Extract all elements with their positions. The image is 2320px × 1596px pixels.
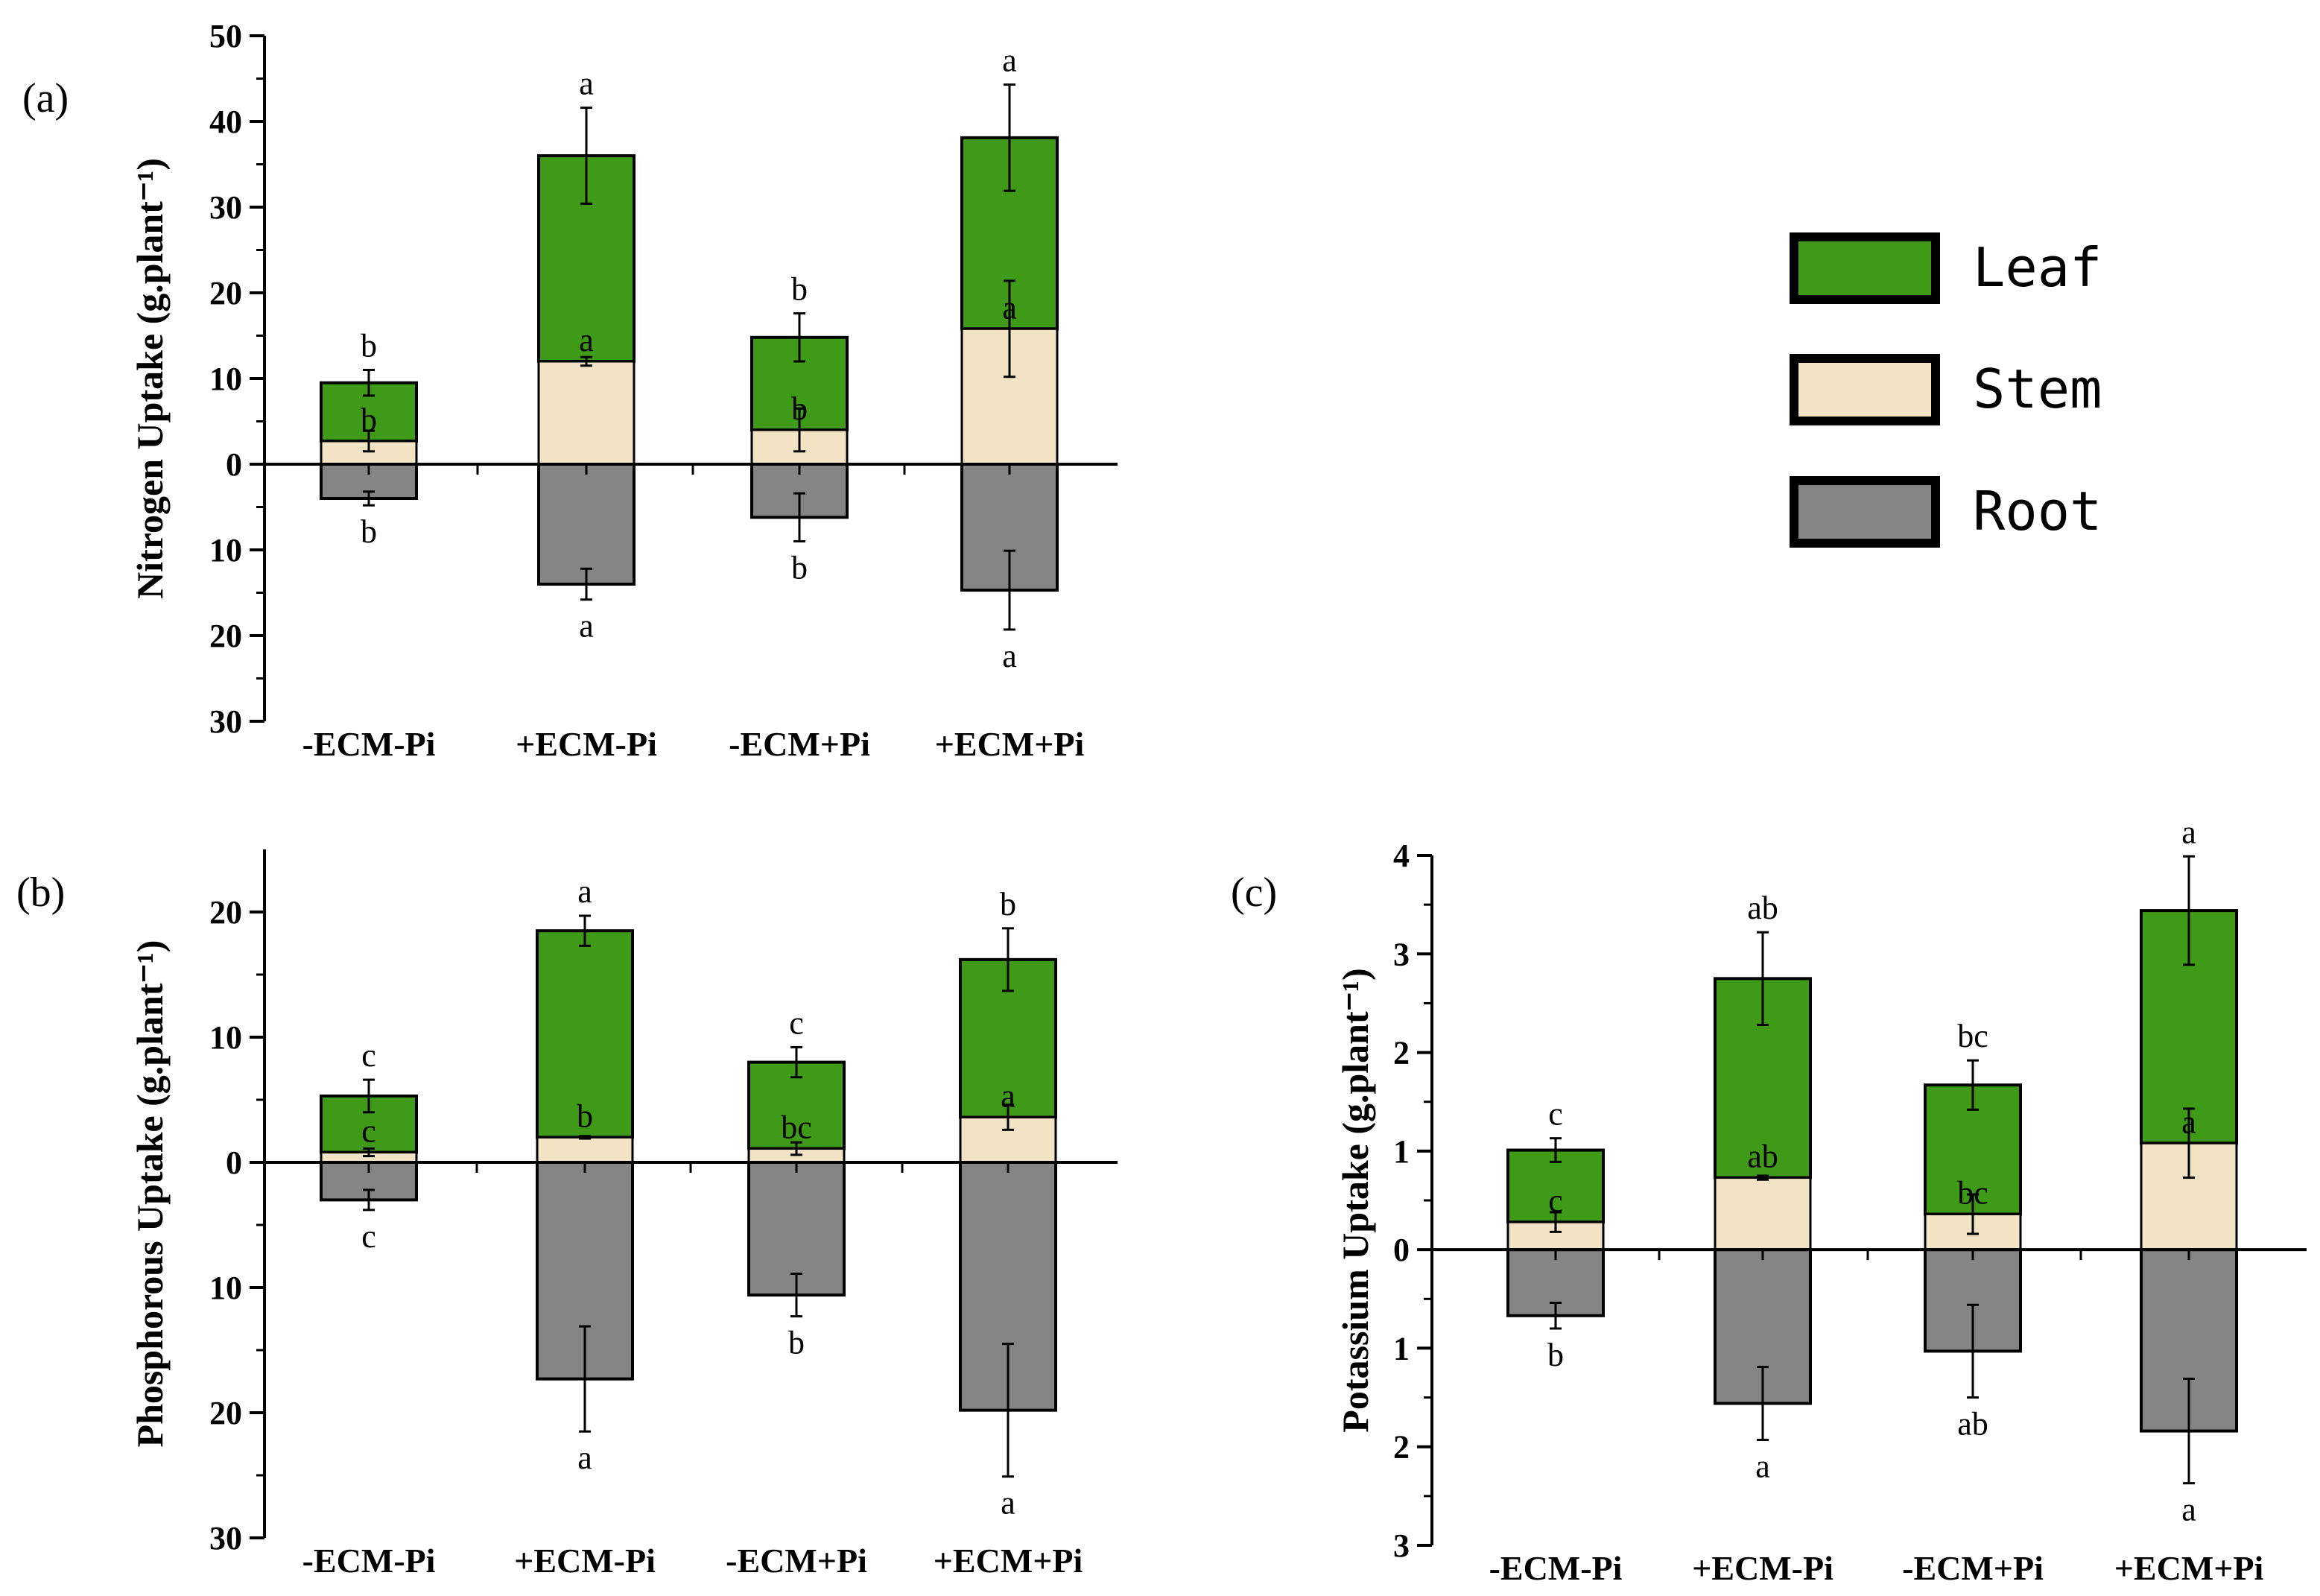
sig-label-leaf: a: [579, 66, 594, 102]
y-tick-label: 0: [1393, 1232, 1410, 1268]
y-tick-label: 3: [1393, 936, 1410, 972]
bar-leaf: [536, 929, 634, 1139]
sig-label-leaf: b: [361, 328, 377, 364]
sig-label-stem: a: [579, 322, 594, 358]
sig-label-leaf: c: [361, 1037, 376, 1074]
sig-label-leaf: a: [577, 873, 592, 910]
bar-root: [537, 463, 636, 586]
y-tick-label: 0: [226, 446, 242, 483]
y-axis-title: Phosphorous Uptake (g.plant⁻¹): [129, 940, 171, 1448]
category-label: -ECM+Pi: [726, 1542, 867, 1580]
sig-label-root: b: [788, 1325, 805, 1361]
category-label: -ECM-Pi: [1489, 1549, 1623, 1587]
legend-swatch-root: [1790, 476, 1940, 548]
sig-label-stem: b: [361, 402, 377, 438]
legend-swatch-leaf: [1790, 232, 1940, 304]
category-label: -ECM-Pi: [302, 725, 436, 763]
category-label: -ECM-Pi: [302, 1542, 436, 1580]
panel-label: (b): [16, 870, 65, 916]
sig-label-stem: c: [361, 1113, 376, 1150]
y-tick-label: 10: [209, 1019, 242, 1056]
sig-label-root: ab: [1957, 1406, 1988, 1443]
sig-label-leaf: b: [791, 271, 808, 308]
y-tick-label: 20: [209, 894, 242, 931]
y-tick-label: 1: [1393, 1133, 1410, 1170]
bar-stem: [536, 1136, 634, 1164]
y-tick-label: 20: [209, 1395, 242, 1431]
sig-label-stem: a: [1002, 289, 1017, 326]
bar-stem: [1714, 1177, 1812, 1251]
sig-label-root: a: [1001, 1485, 1015, 1521]
sig-label-leaf: a: [2181, 814, 2196, 850]
sig-label-root: a: [1002, 638, 1017, 674]
y-tick-label: 4: [1393, 837, 1410, 874]
category-label: +ECM+Pi: [2114, 1549, 2264, 1587]
category-label: +ECM-Pi: [514, 1542, 656, 1580]
sig-label-stem: a: [1001, 1078, 1015, 1115]
sig-label-stem: b: [791, 390, 808, 427]
legend-item-root: Root: [1790, 476, 2102, 548]
sig-label-stem: bc: [1957, 1175, 1988, 1212]
y-tick-label: 2: [1393, 1035, 1410, 1071]
sig-label-root: a: [2181, 1492, 2196, 1528]
chart-panel-1: (a) b b b a a a b b b a a a 30 20 10 0 10 20 30 40 50 -ECM-Pi +…: [22, 18, 1118, 763]
sig-label-leaf: b: [1000, 886, 1016, 922]
y-tick-label: 10: [209, 1270, 242, 1306]
chart-panel-3: (c) c c b ab ab a bc bc ab a a a 3 2 1 0 1 2 3 4 -ECM-Pi +ECM-…: [1231, 814, 2307, 1587]
sig-label-stem: b: [577, 1098, 593, 1134]
legend-label: Root: [1973, 480, 2102, 542]
y-axis-title: Potassium Uptake (g.plant⁻¹): [1334, 968, 1376, 1432]
chart-panel-2: (b) c c c b a a bc c b a b a 30 20 10 0 10 20 -ECM-Pi +ECM-P…: [16, 849, 1118, 1580]
sig-label-root: a: [1755, 1448, 1770, 1484]
legend-swatch-stem: [1790, 354, 1940, 425]
y-tick-label: 1: [1393, 1330, 1410, 1367]
sig-label-root: c: [361, 1218, 376, 1255]
y-tick-label: 3: [1393, 1527, 1410, 1564]
sig-label-leaf: bc: [1957, 1018, 1988, 1054]
y-tick-label: 2: [1393, 1429, 1410, 1466]
category-label: +ECM-Pi: [1692, 1549, 1834, 1587]
category-label: -ECM+Pi: [729, 725, 870, 763]
y-tick-label: 20: [209, 275, 242, 311]
y-tick-label: 10: [209, 532, 242, 569]
sig-label-root: b: [1547, 1337, 1564, 1373]
sig-label-leaf: a: [1002, 42, 1017, 79]
y-tick-label: 30: [209, 1520, 242, 1557]
sig-label-root: b: [361, 513, 377, 550]
sig-label-root: a: [577, 1440, 592, 1476]
panel-label: (a): [22, 75, 69, 121]
legend: Leaf Stem Root: [1790, 232, 2102, 548]
sig-label-leaf: c: [789, 1004, 804, 1041]
category-label: +ECM-Pi: [516, 725, 657, 763]
category-label: +ECM+Pi: [934, 1542, 1083, 1580]
bar-root: [1714, 1248, 1812, 1405]
legend-item-leaf: Leaf: [1790, 232, 2102, 304]
sig-label-stem: bc: [781, 1109, 812, 1146]
y-tick-label: 10: [209, 361, 242, 397]
y-tick-label: 30: [209, 189, 242, 226]
category-label: +ECM+Pi: [935, 725, 1085, 763]
sig-label-leaf: ab: [1747, 890, 1778, 926]
y-axis-title: Nitrogen Uptake (g.plant⁻¹): [129, 158, 171, 599]
sig-label-stem: c: [1548, 1182, 1563, 1219]
category-label: -ECM+Pi: [1902, 1549, 2044, 1587]
sig-label-root: b: [791, 550, 808, 586]
sig-label-stem: ab: [1747, 1139, 1778, 1175]
y-tick-label: 30: [209, 703, 242, 740]
sig-label-stem: a: [2181, 1103, 2196, 1140]
legend-label: Stem: [1973, 358, 2102, 420]
y-tick-label: 40: [209, 104, 242, 140]
y-tick-label: 0: [226, 1144, 242, 1181]
legend-label: Leaf: [1973, 236, 2102, 299]
bar-stem: [537, 360, 636, 466]
bar-leaf: [537, 154, 636, 363]
y-tick-label: 20: [209, 618, 242, 654]
sig-label-root: a: [579, 608, 594, 645]
sig-label-leaf: c: [1548, 1096, 1563, 1133]
panel-label: (c): [1231, 870, 1277, 916]
y-tick-label: 50: [209, 18, 242, 54]
legend-item-stem: Stem: [1790, 354, 2102, 425]
